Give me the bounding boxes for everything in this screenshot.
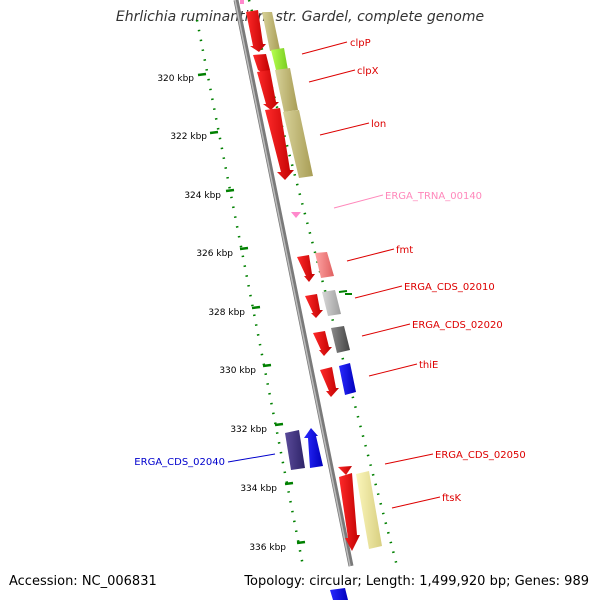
ruler-label: 324 kbp [184,191,221,201]
feature-track[interactable] [240,0,382,600]
callout-lines [227,41,441,509]
gene-arrow [240,0,244,4]
ruler-tick [239,246,249,251]
gene-arrow [253,54,270,74]
gene-label-cds-02040: ERGA_CDS_02040 [134,457,225,468]
gene-arrow [257,70,279,110]
ruler-labels: 320 kbp 322 kbp 324 kbp 326 kbp 328 kbp … [157,74,286,553]
ruler-label: 330 kbp [219,366,256,376]
gene-box [330,588,348,600]
topology-text: Topology: circular; Length: 1,499,920 bp… [244,574,589,589]
gene-arrow [320,367,339,397]
gene-box [285,430,305,470]
ruler-tick [296,540,306,545]
gene-box [356,471,382,549]
gene-label-trna: ERGA_TRNA_00140 [385,191,482,202]
gene-label-clpP: clpP [350,38,371,49]
gene-label-fmt: fmt [396,245,413,256]
ruler-label: 328 kbp [208,308,245,318]
ruler-tick [209,130,219,135]
gene-label-clpX: clpX [357,66,379,77]
accession-text: Accession: NC_006831 [9,574,157,589]
gene-arrow [305,294,323,318]
ruler-label: 326 kbp [196,249,233,259]
gene-label-lon: lon [371,119,386,130]
ruler-tick [225,188,235,193]
trna-marker [291,212,301,218]
ruler-tick [251,305,261,310]
gene-label-cds-02010: ERGA_CDS_02010 [404,282,495,293]
ruler-tick [262,363,272,368]
gene-arrow [338,466,352,475]
ruler-tick [274,422,284,427]
gene-box [275,68,298,112]
genome-backbone [233,0,354,567]
gene-labels: clpP clpX lon ERGA_TRNA_00140 fmt ERGA_C… [134,38,525,504]
ruler-label: 334 kbp [240,484,277,494]
genome-backbone-highlight [234,0,351,567]
ruler-label: 336 kbp [249,543,286,553]
gene-arrow [339,473,360,551]
ruler-label: 332 kbp [230,425,267,435]
ruler-tick [284,481,294,486]
ruler-ticks [197,72,352,545]
ruler-tick [197,72,207,77]
gene-box [271,48,288,70]
gene-label-cds-02020: ERGA_CDS_02020 [412,320,503,331]
gene-arrow [304,428,323,468]
gene-box [331,326,350,353]
gene-label-thiE: thiE [419,360,438,371]
gene-box [322,290,341,316]
gene-arrow [265,108,294,180]
gene-box [262,12,280,51]
outer-tick [338,290,348,293]
ruler-label: 320 kbp [157,74,194,84]
map-title: Ehrlichia ruminantium str. Gardel, compl… [115,9,485,25]
gene-box [283,110,313,178]
gene-label-ftsK: ftsK [442,493,461,504]
gene-arrow [246,10,266,52]
gene-arrow [297,255,315,282]
gene-box [315,252,334,278]
gene-label-cds-02050: ERGA_CDS_02050 [435,450,526,461]
ruler-label: 322 kbp [170,132,207,142]
gene-box [339,363,356,395]
gene-arrow [313,331,332,356]
